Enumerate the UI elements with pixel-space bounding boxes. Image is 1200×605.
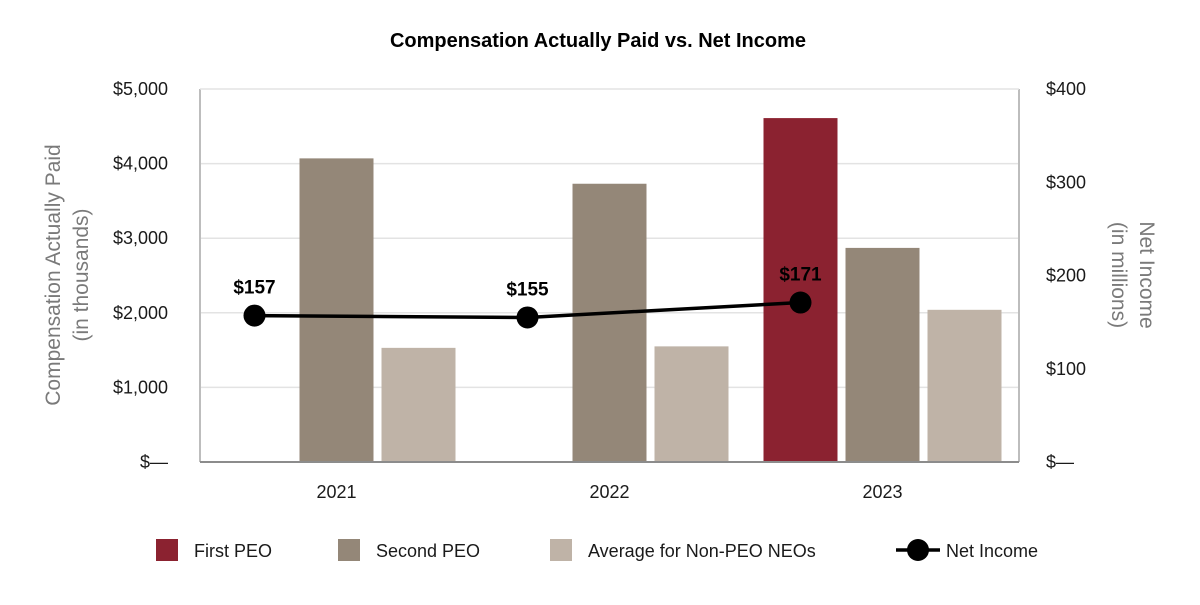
- legend-label-first-peo: First PEO: [194, 541, 272, 561]
- right-tick-label-300: $300: [1046, 172, 1086, 192]
- legend-marker-net-income: [907, 539, 929, 561]
- net-income-marker-2022: [516, 306, 539, 329]
- right-axis-title-line2: (in millions): [1107, 222, 1130, 328]
- net-income-line: $157 $155 $171: [233, 265, 822, 329]
- right-tick-label-200: $200: [1046, 266, 1086, 286]
- bar-first-peo-2023: [763, 118, 838, 463]
- right-axis-title-line1: Net Income: [1135, 221, 1158, 328]
- legend-label-average-for-non-peo-neos: Average for Non-PEO NEOs: [588, 541, 816, 561]
- right-tick-label-400: $400: [1046, 79, 1086, 99]
- left-tick-label-1000: $1,000: [113, 377, 168, 397]
- legend-label-second-peo: Second PEO: [376, 541, 480, 561]
- x-tick-label-2022: 2022: [589, 482, 629, 502]
- bar-second-peo-2023: [845, 247, 920, 462]
- left-tick-label-2000: $2,000: [113, 303, 168, 323]
- left-tick-label-5000: $5,000: [113, 79, 168, 99]
- left-axis-title-line1: Compensation Actually Paid: [42, 144, 65, 406]
- net-income-data-label-2023: $171: [779, 265, 822, 286]
- net-income-marker-2021: [243, 304, 266, 327]
- chart-title: Compensation Actually Paid vs. Net Incom…: [390, 30, 806, 52]
- x-tick-label-2023: 2023: [862, 482, 902, 502]
- left-tick-label-4000: $4,000: [113, 154, 168, 174]
- left-axis-title: Compensation Actually Paid (in thousands): [42, 144, 93, 406]
- right-tick-label-100: $100: [1046, 359, 1086, 379]
- net-income-marker-2023: [789, 291, 812, 314]
- tick-labels: $— $1,000 $2,000 $3,000 $4,000 $5,000 $— $100 $2…: [42, 79, 1158, 502]
- right-tick-label-0: $—: [1046, 452, 1074, 472]
- legend: First PEO Second PEO Average for Non-PEO N…: [156, 539, 1038, 561]
- net-income-data-label-2021: $157: [233, 278, 275, 299]
- legend-swatch-first-peo: [156, 539, 178, 561]
- left-axis-title-line2: (in thousands): [70, 208, 93, 341]
- left-tick-label-3000: $3,000: [113, 228, 168, 248]
- right-axis-title: Net Income(in millions): [1107, 221, 1158, 328]
- net-income-data-label-2022: $155: [506, 279, 549, 300]
- bars: [299, 118, 1002, 463]
- bar-average-for-non-peo-neos-2023: [927, 309, 1002, 462]
- bar-average-for-non-peo-neos-2021: [381, 347, 456, 462]
- left-tick-label-0: $—: [140, 452, 168, 472]
- bar-average-for-non-peo-neos-2022: [654, 346, 729, 462]
- axes: [199, 88, 1020, 463]
- bar-second-peo-2021: [299, 158, 374, 463]
- x-tick-label-2021: 2021: [316, 482, 356, 502]
- bar-second-peo-2022: [572, 183, 647, 462]
- legend-swatch-second-peo: [338, 539, 360, 561]
- legend-label-net-income: Net Income: [946, 541, 1038, 561]
- legend-swatch-average-for-non-peo-neos: [550, 539, 572, 561]
